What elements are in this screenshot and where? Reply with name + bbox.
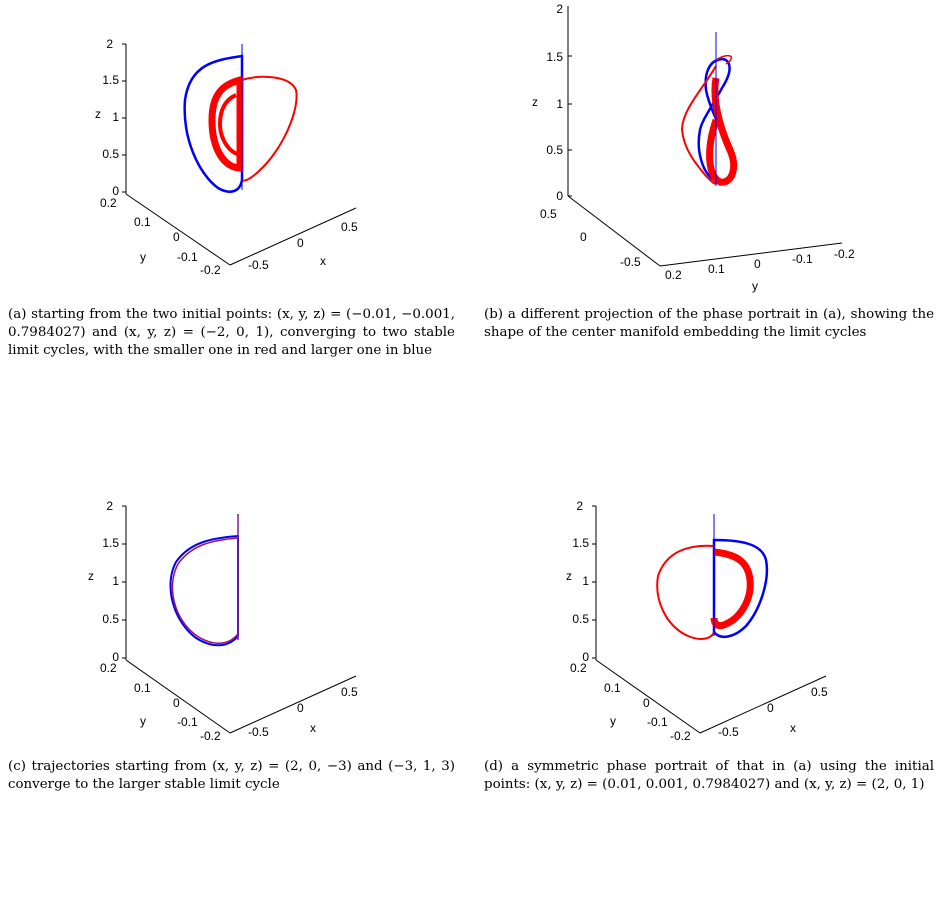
z-tick: 1 (112, 110, 119, 124)
plot-d: 2 1.5 1 0.5 0 z 0.2 0.1 0 -0.1 -0.2 y -0… (566, 500, 828, 743)
caption-c: (c) trajectories starting from (x, y, z)… (8, 759, 455, 792)
large-limit-cycle (712, 538, 769, 639)
x-tick: 0.5 (341, 220, 358, 234)
z-axis-label: z (532, 95, 538, 109)
z-tick: 2 (106, 37, 113, 51)
y-tick: -0.1 (177, 250, 198, 264)
y-tick: 0.2 (100, 661, 117, 675)
y-tick: 0.1 (134, 215, 151, 229)
y-tick: 0.1 (708, 262, 725, 276)
y-axis-label: y (140, 250, 146, 264)
large-limit-cycle (183, 54, 244, 193)
y-tick: -0.2 (200, 729, 221, 743)
z-tick: 0 (556, 189, 563, 203)
axes-c (122, 505, 357, 734)
axes-b (567, 6, 843, 267)
small-cycle-top (715, 54, 733, 65)
x-tick: -0.5 (718, 725, 739, 739)
y-tick: 0.2 (570, 661, 587, 675)
z-tick: 0.5 (102, 147, 119, 161)
y-tick: 0 (173, 696, 180, 710)
z-tick: 1 (556, 97, 563, 111)
panel-a: 2 1.5 1 0.5 0 z 0.2 0.1 0 -0.1 -0.2 y -0… (0, 0, 470, 413)
z-tick: 1 (582, 574, 589, 588)
depth-tick: 0 (580, 230, 587, 244)
trajectories-a (183, 44, 298, 193)
y-tick: 0 (643, 696, 650, 710)
y-axis-label: y (752, 279, 758, 293)
panel-b: 2 1.5 1 0.5 0 z 0.5 0 -0.5 0.2 0.1 0 -0.… (470, 0, 940, 413)
z-tick: 0 (112, 184, 119, 198)
trajectories-c (169, 514, 239, 647)
axes-a (122, 43, 357, 266)
y-tick: 0.2 (665, 268, 682, 282)
z-axis-label: z (566, 569, 572, 583)
x-tick: 0 (297, 236, 304, 250)
small-cycle-spiral (208, 75, 244, 172)
large-limit-cycle (169, 534, 239, 647)
z-tick: 2 (576, 500, 583, 513)
depth-tick: 0.5 (540, 207, 557, 221)
small-limit-cycle (680, 65, 717, 185)
small-limit-cycle (241, 75, 298, 182)
y-tick: -0.2 (670, 729, 691, 743)
x-axis-label: x (320, 254, 326, 268)
z-tick: 2 (556, 2, 563, 16)
z-tick: 1 (112, 574, 119, 588)
trajectories-b (680, 32, 738, 186)
x-axis-label: x (790, 721, 796, 735)
y-tick: -0.2 (834, 247, 855, 261)
plot-a: 2 1.5 1 0.5 0 z 0.2 0.1 0 -0.1 -0.2 y -0… (95, 37, 358, 277)
z-tick: 0.5 (546, 143, 563, 157)
z-tick: 1.5 (102, 73, 119, 87)
depth-tick: -0.5 (620, 255, 641, 269)
caption-d: (d) a symmetric phase portrait of that i… (484, 759, 934, 792)
y-tick: -0.2 (200, 263, 221, 277)
y-tick: -0.1 (647, 715, 668, 729)
z-tick: 1.5 (546, 50, 563, 64)
z-tick: 1.5 (572, 536, 589, 550)
y-tick: 0.1 (604, 681, 621, 695)
y-tick: -0.1 (177, 715, 198, 729)
x-tick: 0.5 (341, 685, 358, 699)
y-axis-label: y (140, 714, 146, 728)
z-tick: 1.5 (102, 536, 119, 550)
panel-c: 2 1.5 1 0.5 0 z 0.2 0.1 0 -0.1 -0.2 y -0… (0, 500, 470, 913)
x-tick: 0 (767, 701, 774, 715)
y-tick: 0 (173, 230, 180, 244)
x-tick: 0.5 (811, 685, 828, 699)
small-cycle-spiral (710, 548, 754, 630)
trajectories-d (656, 514, 769, 640)
z-tick: 0.5 (572, 612, 589, 626)
converging-trajectory (171, 537, 239, 644)
x-tick: -0.5 (248, 258, 269, 272)
small-limit-cycle (656, 544, 715, 640)
x-axis-label: x (310, 721, 316, 735)
x-tick: -0.5 (248, 725, 269, 739)
plot-c: 2 1.5 1 0.5 0 z 0.2 0.1 0 -0.1 -0.2 y -0… (88, 500, 358, 743)
z-axis-label: z (88, 569, 94, 583)
x-tick: 0 (297, 701, 304, 715)
z-tick: 0.5 (102, 612, 119, 626)
axes-d (592, 505, 827, 734)
z-tick: 2 (106, 500, 113, 513)
panel-d: 2 1.5 1 0.5 0 z 0.2 0.1 0 -0.1 -0.2 y -0… (470, 500, 940, 913)
y-tick: 0 (754, 257, 761, 271)
small-cycle-spiral-inner (217, 93, 241, 157)
y-tick: -0.1 (792, 252, 813, 266)
y-tick: 0.1 (134, 681, 151, 695)
caption-a: (a) starting from the two initial points… (8, 307, 455, 358)
plot-b: 2 1.5 1 0.5 0 z 0.5 0 -0.5 0.2 0.1 0 -0.… (532, 2, 855, 293)
caption-b: (b) a different projection of the phase … (484, 307, 934, 340)
z-axis-label: z (95, 107, 101, 121)
y-tick: 0.2 (100, 196, 117, 210)
small-cycle-spiral (706, 77, 738, 186)
z-tick: 0 (582, 650, 589, 664)
y-axis-label: y (610, 714, 616, 728)
z-tick: 0 (112, 650, 119, 664)
